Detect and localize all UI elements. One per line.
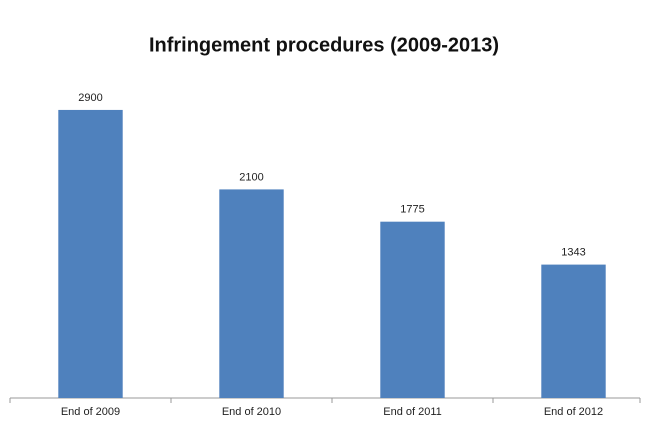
bar (58, 109, 123, 398)
x-tick-label: End of 2012 (544, 406, 603, 418)
data-label: 1775 (400, 204, 424, 216)
data-label: 2100 (239, 171, 263, 183)
data-label: 1343 (561, 247, 585, 259)
x-tick-label: End of 2010 (222, 406, 281, 418)
bar (219, 189, 284, 398)
bar (380, 221, 445, 398)
x-tick-label: End of 2011 (383, 406, 442, 418)
chart-title: Infringement procedures (2009-2013) (149, 34, 499, 56)
x-tick-label: End of 2009 (61, 406, 120, 418)
data-label: 2900 (78, 92, 102, 104)
bar (541, 264, 606, 398)
